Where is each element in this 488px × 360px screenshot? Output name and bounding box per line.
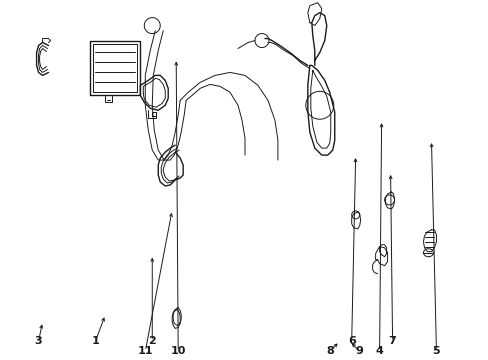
Text: 2: 2 <box>148 336 156 346</box>
Text: 9: 9 <box>355 346 363 356</box>
Text: 1: 1 <box>91 336 99 346</box>
Text: 10: 10 <box>170 346 185 356</box>
Text: 7: 7 <box>388 336 396 346</box>
Text: 3: 3 <box>35 336 42 346</box>
Text: 11: 11 <box>137 346 153 356</box>
Text: 4: 4 <box>375 346 383 356</box>
Text: 5: 5 <box>432 346 439 356</box>
Text: 6: 6 <box>347 336 355 346</box>
Text: 8: 8 <box>325 346 333 356</box>
